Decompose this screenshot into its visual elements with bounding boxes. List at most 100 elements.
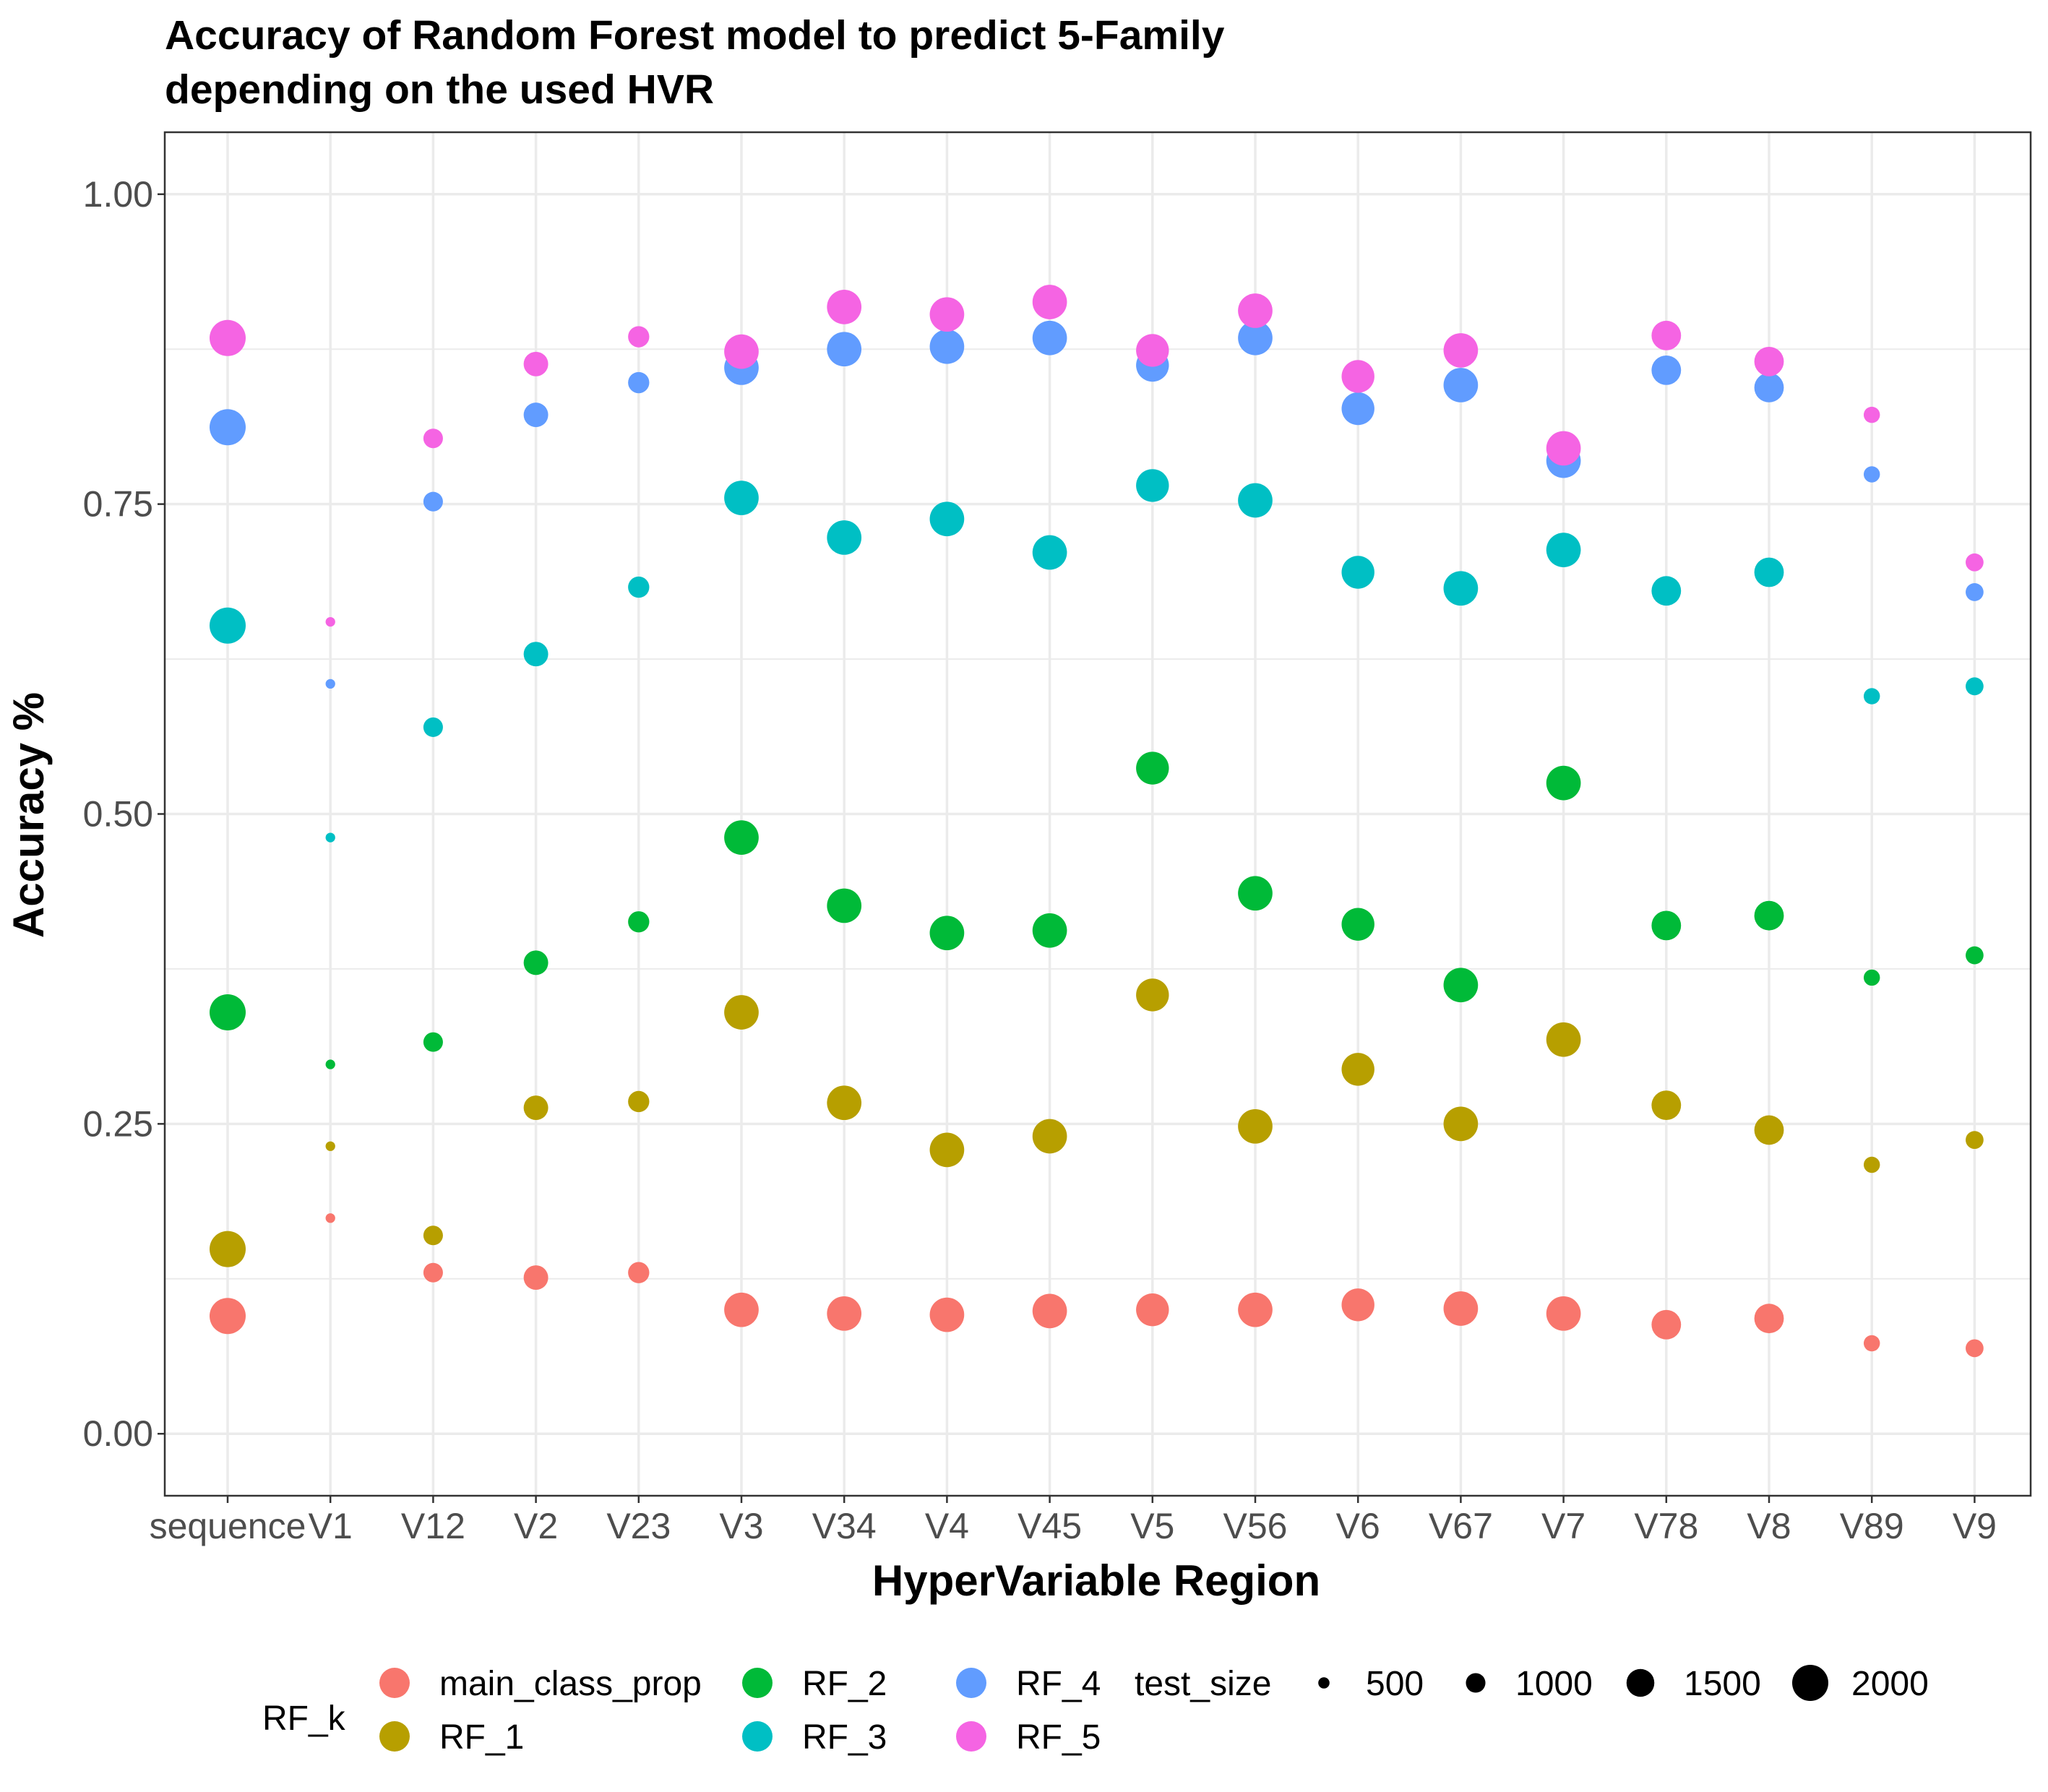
y-tick-label: 0.25 [83,1103,153,1144]
legend-key-RF_2 [742,1668,773,1698]
point-main_class_prop-V3 [724,1292,759,1327]
legend-key-RF_3 [742,1721,773,1752]
point-RF_1-V2 [523,1095,548,1121]
x-tick-label: V8 [1747,1506,1791,1546]
point-RF_1-V4 [929,1132,965,1168]
point-RF_5-sequence [210,319,246,356]
legend-size-key-1500 [1626,1668,1655,1697]
legend-key-RF_1 [379,1721,410,1752]
point-RF_4-V89 [1863,466,1880,483]
legend-label-RF_2: RF_2 [802,1665,887,1703]
point-RF_5-V7 [1546,431,1581,466]
point-RF_1-V1 [325,1141,335,1151]
point-RF_4-V6 [1341,392,1374,426]
point-RF_5-V3 [724,334,759,369]
point-main_class_prop-V45 [1032,1293,1067,1329]
point-RF_2-V78 [1651,910,1682,941]
point-main_class_prop-V4 [929,1297,965,1332]
point-RF_1-sequence [210,1231,246,1267]
chart-title-line-2: depending on the used HVR [165,66,714,113]
point-main_class_prop-V67 [1443,1291,1479,1326]
x-tick-label: V3 [719,1506,763,1546]
legend-size-label-1000: 1000 [1515,1665,1593,1703]
point-RF_5-V2 [523,351,548,376]
x-tick-label: V56 [1223,1506,1288,1546]
y-tick-label: 0.00 [83,1413,153,1454]
point-RF_2-V3 [724,820,759,855]
legend-label-RF_3: RF_3 [802,1718,887,1757]
point-RF_5-V45 [1032,285,1067,319]
point-RF_3-V7 [1546,533,1581,567]
point-main_class_prop-sequence [210,1298,246,1335]
point-RF_1-V23 [628,1090,650,1113]
legend-size-label-1500: 1500 [1684,1665,1761,1703]
point-main_class_prop-V78 [1651,1309,1682,1340]
point-RF_2-V34 [827,888,862,923]
point-RF_5-V89 [1863,406,1880,423]
legend-label-RF_1: RF_1 [439,1718,524,1757]
point-RF_3-V45 [1032,535,1067,570]
point-RF_1-V9 [1966,1131,1984,1150]
point-RF_5-V6 [1341,360,1374,393]
point-RF_3-V12 [423,717,443,737]
point-RF_5-V34 [827,290,862,324]
legend-key-main_class_prop [379,1668,410,1698]
point-RF_3-V56 [1238,483,1273,518]
x-tick-label: V12 [401,1506,465,1546]
point-RF_3-V4 [929,501,965,537]
legend: RF_k main_class_prop RF_1 RF_2 RF_3 RF_4 RF_5 t… [262,1665,1929,1757]
y-tick-label: 1.00 [83,174,153,215]
point-RF_2-sequence [210,994,246,1030]
point-RF_2-V56 [1238,876,1273,911]
x-tick-label: V9 [1953,1506,1997,1546]
legend-label-main_class_prop: main_class_prop [439,1665,702,1703]
point-RF_5-V8 [1754,346,1784,376]
x-tick-label: V5 [1130,1506,1174,1546]
point-RF_4-V34 [827,332,862,367]
point-RF_1-V8 [1754,1115,1784,1145]
point-RF_3-V9 [1966,677,1984,696]
point-RF_1-V45 [1032,1119,1067,1154]
point-RF_5-V23 [628,326,650,348]
point-RF_3-V6 [1341,556,1374,589]
point-RF_2-V6 [1341,908,1374,941]
point-main_class_prop-V23 [628,1262,650,1283]
legend-size-label-2000: 2000 [1851,1665,1929,1703]
point-RF_4-V9 [1966,583,1984,601]
y-tick-label: 0.50 [83,794,153,835]
point-RF_2-V67 [1443,968,1479,1003]
x-tick-label: V45 [1017,1506,1082,1546]
point-RF_4-V78 [1651,355,1682,385]
x-tick-label: V1 [309,1506,353,1546]
point-RF_1-V7 [1546,1022,1581,1057]
point-RF_5-V78 [1651,320,1682,350]
point-RF_2-V5 [1136,751,1169,785]
x-tick-label: sequence [150,1506,306,1546]
point-RF_1-V12 [423,1225,443,1246]
x-tick-label: V6 [1336,1506,1380,1546]
point-RF_3-V67 [1443,571,1479,606]
point-RF_5-V4 [929,297,965,332]
point-RF_5-V56 [1238,293,1273,328]
point-main_class_prop-V12 [423,1262,443,1283]
legend-label-RF_5: RF_5 [1016,1718,1101,1757]
point-RF_3-V2 [523,642,548,667]
point-RF_4-V45 [1032,320,1067,356]
point-RF_3-V3 [724,481,759,515]
point-main_class_prop-V8 [1754,1304,1784,1334]
plot-panel: 0.00 0.25 0.50 0.75 1.00 sequence V1 V12 V2 V23 V3… [83,131,2032,1546]
x-tick-label: V34 [812,1506,877,1546]
legend-key-RF_4 [956,1668,986,1698]
point-RF_4-sequence [210,409,246,446]
point-main_class_prop-V56 [1238,1292,1273,1327]
x-tick-label: V4 [925,1506,969,1546]
point-RF_1-V89 [1863,1156,1880,1173]
point-RF_1-V67 [1443,1106,1479,1142]
point-RF_1-V78 [1651,1090,1682,1121]
point-main_class_prop-V5 [1136,1293,1169,1327]
y-tick-label: 0.75 [83,484,153,525]
legend-color-title: RF_k [262,1700,346,1738]
point-RF_1-V56 [1238,1108,1273,1144]
point-RF_4-V23 [628,371,650,394]
